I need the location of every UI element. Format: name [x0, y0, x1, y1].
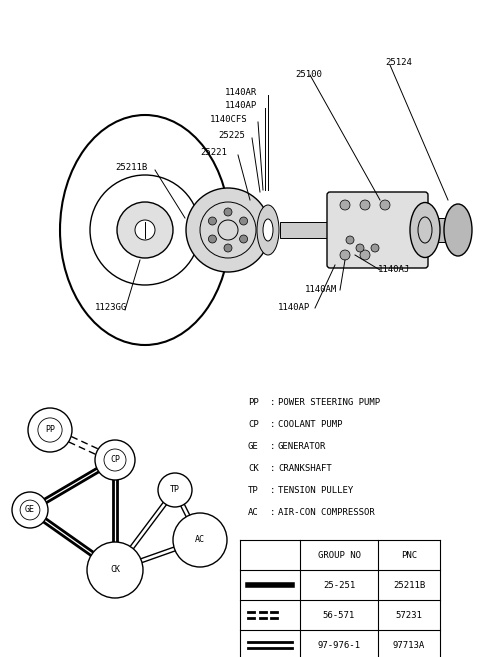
Text: TP: TP	[170, 486, 180, 495]
Circle shape	[117, 202, 173, 258]
Circle shape	[371, 244, 379, 252]
Text: 1140AM: 1140AM	[305, 285, 337, 294]
Text: CK: CK	[110, 566, 120, 574]
Text: 25100: 25100	[295, 70, 322, 79]
Circle shape	[87, 542, 143, 598]
Circle shape	[218, 220, 238, 240]
Bar	[425, 218, 455, 242]
Text: :: :	[270, 398, 276, 407]
Text: CP: CP	[110, 455, 120, 464]
Text: :: :	[270, 420, 276, 429]
Circle shape	[224, 244, 232, 252]
Text: 25211B: 25211B	[115, 163, 147, 172]
Text: :: :	[270, 464, 276, 473]
Text: 25225: 25225	[218, 131, 245, 140]
Text: CP: CP	[248, 420, 259, 429]
Text: TENSION PULLEY: TENSION PULLEY	[278, 486, 353, 495]
Circle shape	[346, 236, 354, 244]
Text: PNC: PNC	[401, 551, 417, 560]
Text: 25221: 25221	[200, 148, 227, 157]
FancyBboxPatch shape	[327, 192, 428, 268]
Circle shape	[208, 235, 216, 243]
Text: 1140AR: 1140AR	[225, 88, 257, 97]
Ellipse shape	[444, 204, 472, 256]
Circle shape	[224, 208, 232, 216]
Ellipse shape	[257, 205, 279, 255]
Text: CK: CK	[248, 464, 259, 473]
Text: :: :	[270, 486, 276, 495]
Circle shape	[186, 188, 270, 272]
Bar	[280, 222, 340, 238]
Text: 56-571: 56-571	[323, 610, 355, 620]
Text: GENERATOR: GENERATOR	[278, 442, 326, 451]
Circle shape	[356, 244, 364, 252]
Ellipse shape	[410, 202, 440, 258]
Text: 1140CFS: 1140CFS	[210, 115, 248, 124]
Text: 25124: 25124	[385, 58, 412, 67]
Text: 25211B: 25211B	[393, 581, 425, 589]
Text: 1140AP: 1140AP	[225, 101, 257, 110]
Circle shape	[240, 235, 248, 243]
Text: 1140AJ: 1140AJ	[378, 265, 410, 274]
Circle shape	[380, 200, 390, 210]
Text: GROUP NO: GROUP NO	[317, 551, 360, 560]
Text: CRANKSHAFT: CRANKSHAFT	[278, 464, 332, 473]
Text: 57231: 57231	[396, 610, 422, 620]
Circle shape	[360, 250, 370, 260]
Text: :: :	[270, 442, 276, 451]
Circle shape	[240, 217, 248, 225]
Text: GE: GE	[248, 442, 259, 451]
Circle shape	[12, 492, 48, 528]
Text: GE: GE	[25, 505, 35, 514]
Circle shape	[95, 440, 135, 480]
Text: AC: AC	[195, 535, 205, 545]
Text: AC: AC	[248, 508, 259, 517]
Circle shape	[135, 220, 155, 240]
Text: PP: PP	[45, 426, 55, 434]
Circle shape	[340, 200, 350, 210]
Ellipse shape	[263, 219, 273, 241]
Text: 97-976-1: 97-976-1	[317, 641, 360, 650]
Text: 1140AP: 1140AP	[278, 303, 310, 312]
Circle shape	[28, 408, 72, 452]
Circle shape	[173, 513, 227, 567]
Text: 1123GG: 1123GG	[95, 303, 127, 312]
Text: 25-251: 25-251	[323, 581, 355, 589]
Text: :: :	[270, 508, 276, 517]
Text: TP: TP	[248, 486, 259, 495]
Text: 97713A: 97713A	[393, 641, 425, 650]
Text: AIR-CON COMPRESSOR: AIR-CON COMPRESSOR	[278, 508, 375, 517]
Text: POWER STEERING PUMP: POWER STEERING PUMP	[278, 398, 380, 407]
Circle shape	[360, 200, 370, 210]
Text: PP: PP	[248, 398, 259, 407]
Text: COOLANT PUMP: COOLANT PUMP	[278, 420, 343, 429]
Circle shape	[208, 217, 216, 225]
Circle shape	[340, 250, 350, 260]
Circle shape	[158, 473, 192, 507]
